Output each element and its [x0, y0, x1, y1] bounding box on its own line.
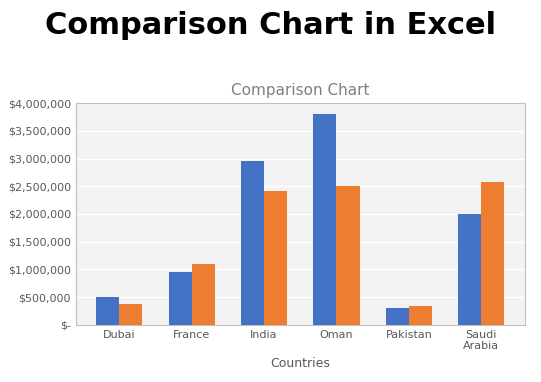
Bar — [386, 308, 409, 325]
Bar — [313, 114, 337, 325]
Text: Comparison Chart in Excel: Comparison Chart in Excel — [45, 11, 496, 40]
Bar — [481, 182, 504, 325]
Bar — [120, 304, 142, 325]
X-axis label: Countries: Countries — [270, 357, 330, 370]
Bar — [337, 186, 360, 325]
Title: Comparison Chart: Comparison Chart — [231, 83, 370, 98]
Bar — [169, 272, 192, 325]
Bar — [192, 264, 215, 325]
Bar — [458, 214, 481, 325]
Bar — [241, 161, 264, 325]
Y-axis label: Sales Value: Sales Value — [0, 178, 4, 250]
Bar — [96, 297, 120, 325]
Bar — [264, 191, 287, 325]
Bar — [409, 306, 432, 325]
